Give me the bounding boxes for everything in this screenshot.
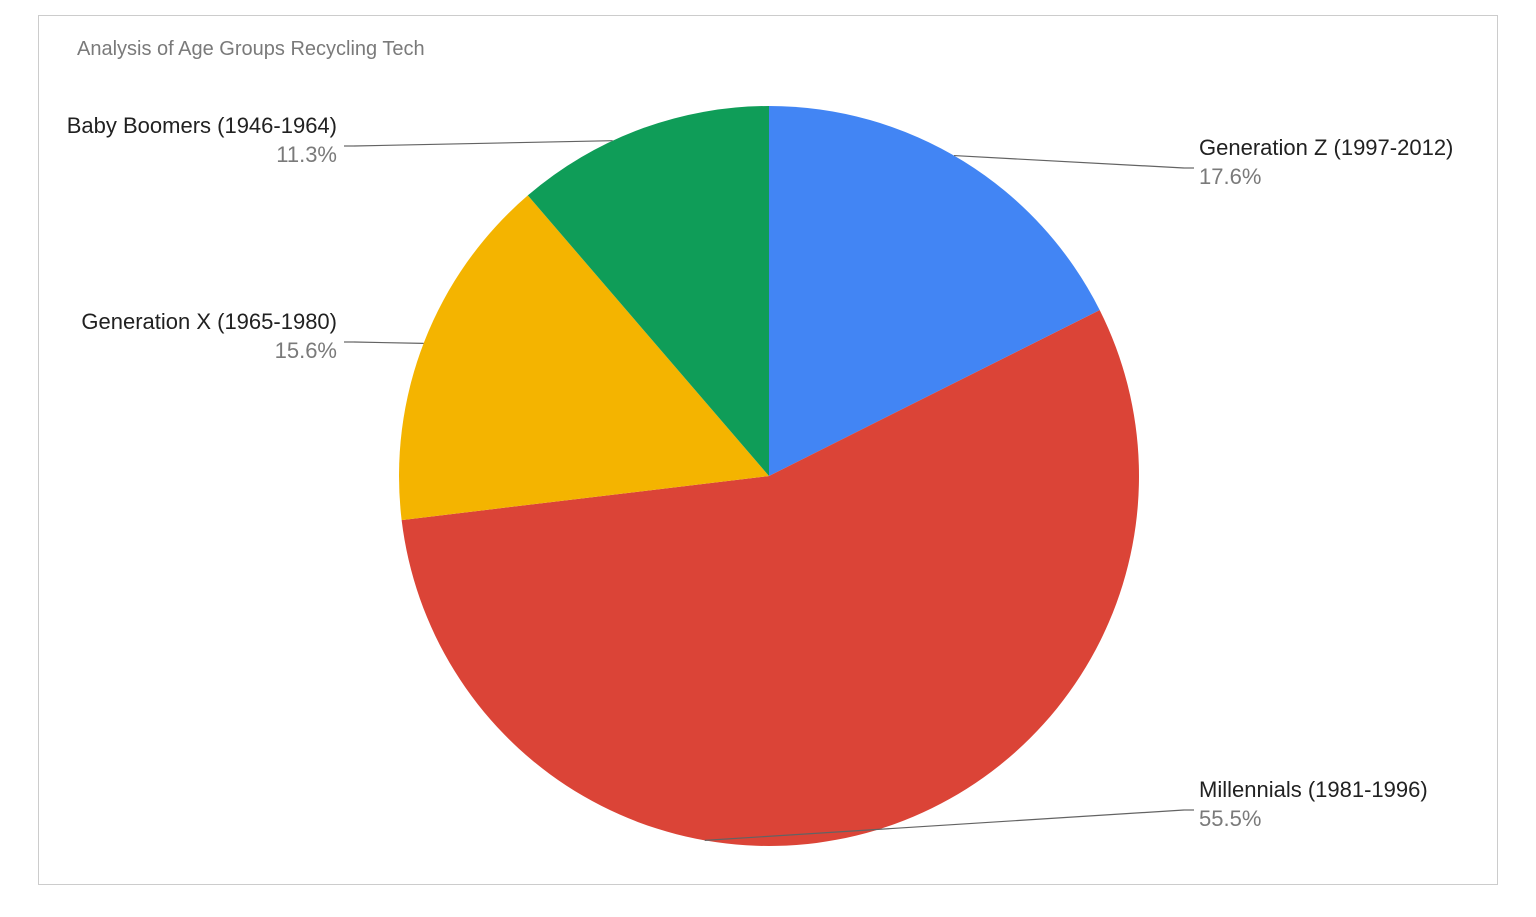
- chart-container: Analysis of Age Groups Recycling Tech Ge…: [38, 15, 1498, 885]
- slice-label-genz: Generation Z (1997-2012)17.6%: [1199, 134, 1453, 191]
- slice-label-pct-genx: 15.6%: [81, 337, 337, 366]
- slice-label-name-millennials: Millennials (1981-1996): [1199, 776, 1428, 805]
- slice-label-pct-boomers: 11.3%: [67, 141, 337, 170]
- slice-label-millennials: Millennials (1981-1996)55.5%: [1199, 776, 1428, 833]
- slice-label-name-genx: Generation X (1965-1980): [81, 308, 337, 337]
- leader-line-genx: [354, 342, 424, 343]
- leader-line-boomers: [354, 141, 613, 146]
- slice-label-pct-millennials: 55.5%: [1199, 805, 1428, 834]
- slice-label-name-genz: Generation Z (1997-2012): [1199, 134, 1453, 163]
- slice-label-pct-genz: 17.6%: [1199, 163, 1453, 192]
- slice-label-genx: Generation X (1965-1980)15.6%: [81, 308, 337, 365]
- slice-label-name-boomers: Baby Boomers (1946-1964): [67, 112, 337, 141]
- slice-label-boomers: Baby Boomers (1946-1964)11.3%: [67, 112, 337, 169]
- leader-line-genz: [954, 156, 1184, 168]
